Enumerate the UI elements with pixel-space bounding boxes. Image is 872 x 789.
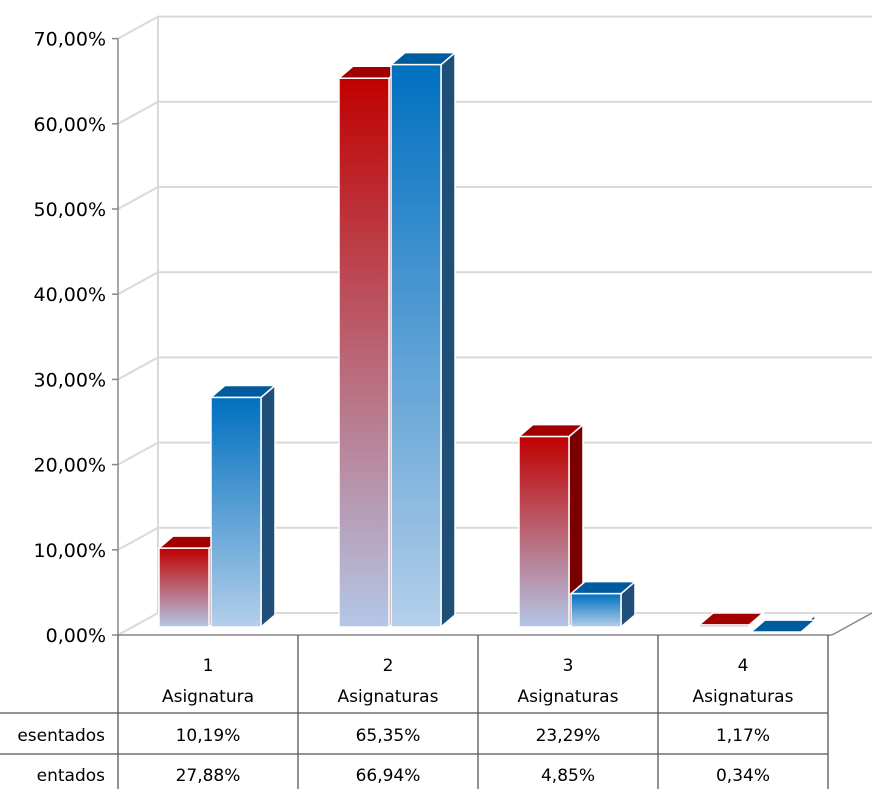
series-name: esentados bbox=[17, 726, 105, 746]
gridline-diagonal bbox=[117, 100, 159, 125]
category-label-text: Asignaturas bbox=[338, 687, 439, 707]
category-label-text: Asignaturas bbox=[693, 687, 794, 707]
y-tick-label: 0,00% bbox=[46, 625, 106, 647]
y-tick-label: 20,00% bbox=[34, 455, 106, 477]
category-label-number: 1 bbox=[203, 656, 214, 676]
gridline-diagonal bbox=[117, 271, 159, 296]
floor-edge-right bbox=[831, 612, 872, 636]
category-label-number: 2 bbox=[383, 656, 394, 676]
gridline-diagonal bbox=[117, 612, 159, 636]
y-tick-label: 30,00% bbox=[34, 369, 106, 391]
category-label-text: Asignaturas bbox=[518, 687, 619, 707]
data-label: 66,94% bbox=[356, 766, 421, 786]
data-label: 0,34% bbox=[716, 766, 770, 786]
data-label: 10,19% bbox=[176, 726, 241, 746]
bar-series2-cat4 bbox=[748, 613, 818, 634]
bar-series1-cat1 bbox=[156, 534, 226, 629]
data-table: 1 Asignatura 10,19% 27,88% 2 Asignaturas 65,35… bbox=[0, 635, 829, 789]
y-tick-label: 40,00% bbox=[34, 284, 106, 306]
y-tick-label: 70,00% bbox=[34, 29, 106, 51]
gridlines bbox=[117, 15, 872, 636]
data-label: 1,17% bbox=[716, 726, 770, 746]
bar-series1-cat4 bbox=[696, 611, 766, 629]
gridline-diagonal bbox=[117, 526, 159, 551]
bar-series2-cat2 bbox=[388, 51, 458, 629]
series-name: entados bbox=[37, 766, 106, 786]
bar-series2-cat1 bbox=[208, 383, 278, 629]
gridline-diagonal bbox=[117, 441, 159, 466]
bar-series1-cat3 bbox=[516, 422, 586, 629]
category-label-text: Asignatura bbox=[162, 687, 254, 707]
y-axis: 0,00% 10,00% 20,00% 30,00% 40,00% 50,00% 60,00… bbox=[34, 29, 872, 647]
gridline-diagonal bbox=[117, 356, 159, 381]
category-label-number: 3 bbox=[563, 656, 574, 676]
data-label: 27,88% bbox=[176, 766, 241, 786]
data-label: 65,35% bbox=[356, 726, 421, 746]
bars bbox=[156, 51, 818, 634]
y-tick-label: 50,00% bbox=[34, 199, 106, 221]
gridline-diagonal bbox=[117, 15, 159, 40]
data-label: 23,29% bbox=[536, 726, 601, 746]
y-tick-label: 10,00% bbox=[34, 540, 106, 562]
category-label-number: 4 bbox=[738, 656, 749, 676]
bar-series2-cat3 bbox=[568, 580, 638, 629]
gridline-diagonal bbox=[117, 186, 159, 210]
data-label: 4,85% bbox=[541, 766, 595, 786]
y-tick-label: 60,00% bbox=[34, 114, 106, 136]
